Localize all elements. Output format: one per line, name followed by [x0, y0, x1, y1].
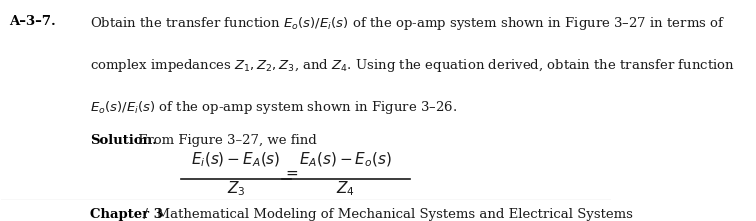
Text: Obtain the transfer function $E_o(s)/E_i(s)$ of the op-amp system shown in Figur: Obtain the transfer function $E_o(s)/E_i… [90, 15, 725, 32]
Text: $E_i(s) - E_A(s)$: $E_i(s) - E_A(s)$ [191, 151, 280, 169]
Text: Solution.: Solution. [90, 134, 156, 147]
Text: $=$: $=$ [283, 166, 299, 180]
Text: $E_A(s) - E_o(s)$: $E_A(s) - E_o(s)$ [299, 151, 392, 169]
Text: $Z_3$: $Z_3$ [227, 179, 246, 198]
Text: Chapter 3: Chapter 3 [90, 208, 163, 221]
Text: A–3–7.: A–3–7. [9, 15, 56, 28]
Text: complex impedances $Z_1, Z_2, Z_3$, and $Z_4$. Using the equation derived, obtai: complex impedances $Z_1, Z_2, Z_3$, and … [90, 57, 735, 74]
Text: $E_o(s)/E_i(s)$ of the op-amp system shown in Figure 3–26.: $E_o(s)/E_i(s)$ of the op-amp system sho… [90, 99, 457, 116]
Text: From Figure 3–27, we find: From Figure 3–27, we find [134, 134, 316, 147]
Text: /  Mathematical Modeling of Mechanical Systems and Electrical Systems: / Mathematical Modeling of Mechanical Sy… [135, 208, 634, 221]
Text: $Z_4$: $Z_4$ [336, 179, 355, 198]
